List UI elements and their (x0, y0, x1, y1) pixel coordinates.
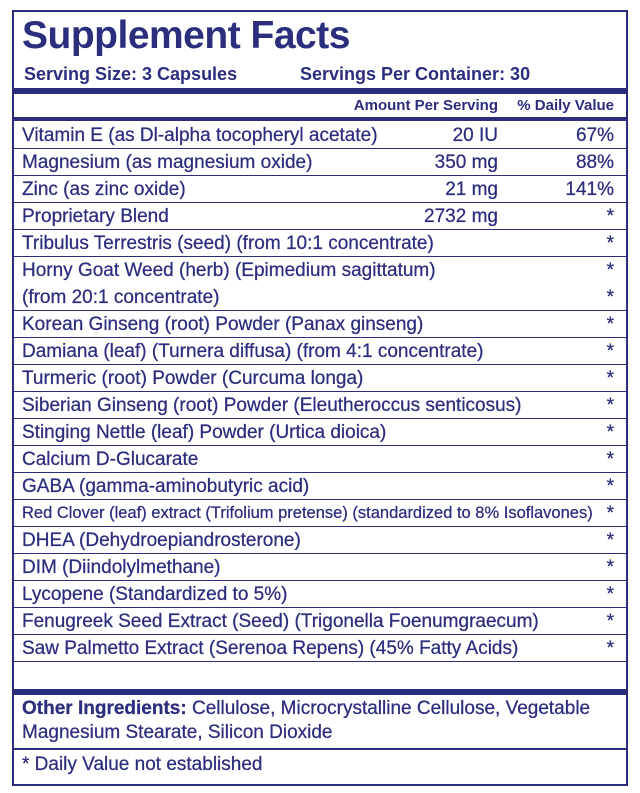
daily-value: * (606, 503, 614, 524)
nutrient-row: Tribulus Terrestris (seed) (from 10:1 co… (14, 230, 626, 257)
nutrient-name: Saw Palmetto Extract (Serenoa Repens) (4… (22, 638, 519, 659)
daily-value: * (606, 233, 614, 254)
daily-value: * (606, 638, 614, 659)
daily-value: * (606, 557, 614, 578)
nutrient-name: Tribulus Terrestris (seed) (from 10:1 co… (22, 233, 434, 254)
nutrient-row: Magnesium (as magnesium oxide) 350 mg 88% (14, 149, 626, 176)
nutrient-row: Zinc (as zinc oxide) 21 mg 141% (14, 176, 626, 203)
nutrient-name: Proprietary Blend (22, 206, 169, 227)
servings-per-container: Servings Per Container: 30 (300, 64, 531, 84)
daily-value: * (606, 287, 614, 308)
nutrient-row: (from 20:1 concentrate) * (14, 284, 626, 311)
amount: 21 mg (445, 179, 498, 200)
nutrient-name: Korean Ginseng (root) Powder (Panax gins… (22, 314, 424, 335)
nutrient-row: Fenugreek Seed Extract (Seed) (Trigonell… (14, 608, 626, 635)
divider (14, 117, 626, 121)
nutrient-name: Vitamin E (as Dl-alpha tocopheryl acetat… (22, 125, 378, 146)
daily-value: * (606, 422, 614, 443)
daily-value: * (606, 530, 614, 551)
nutrient-row: Siberian Ginseng (root) Powder (Eleuther… (14, 392, 626, 419)
other-label: Other Ingredients: (22, 698, 187, 719)
nutrient-name: DIM (Diindolylmethane) (22, 557, 221, 578)
daily-value: * (606, 206, 614, 227)
amount-header: Amount Per Serving (353, 97, 498, 114)
nutrient-row: Calcium D-Glucarate * (14, 446, 626, 473)
daily-value: * (606, 368, 614, 389)
nutrient-row: Vitamin E (as Dl-alpha tocopheryl acetat… (14, 122, 626, 149)
nutrient-row: DHEA (Dehydroepiandrosterone) * (14, 527, 626, 554)
nutrient-row: DIM (Diindolylmethane) * (14, 554, 626, 581)
nutrient-name: DHEA (Dehydroepiandrosterone) (22, 530, 301, 551)
footnote: * Daily Value not established (22, 754, 263, 775)
frame (12, 10, 628, 786)
nutrient-row: Horny Goat Weed (herb) (Epimedium sagitt… (14, 257, 626, 284)
divider (14, 689, 626, 695)
amount: 2732 mg (424, 206, 498, 227)
daily-value: 88% (575, 152, 614, 173)
daily-value: 141% (565, 179, 614, 200)
other-ingredients: Other Ingredients: Cellulose, Microcryst… (22, 698, 590, 720)
nutrient-name: Zinc (as zinc oxide) (22, 179, 186, 200)
divider (14, 88, 626, 94)
divider (14, 748, 626, 750)
nutrient-row: Saw Palmetto Extract (Serenoa Repens) (4… (14, 635, 626, 662)
nutrient-row: GABA (gamma-aminobutyric acid) * (14, 473, 626, 500)
amount: 350 mg (434, 152, 498, 173)
nutrient-name: Lycopene (Standardized to 5%) (22, 584, 288, 605)
nutrient-row: Red Clover (leaf) extract (Trifolium pre… (14, 500, 626, 527)
daily-value: * (606, 260, 614, 281)
nutrient-row: Proprietary Blend 2732 mg * (14, 203, 626, 230)
daily-value: * (606, 449, 614, 470)
daily-value: 67% (575, 125, 614, 146)
nutrient-name: Damiana (leaf) (Turnera diffusa) (from 4… (22, 341, 484, 362)
nutrient-row: Lycopene (Standardized to 5%) * (14, 581, 626, 608)
nutrient-row: Turmeric (root) Powder (Curcuma longa) * (14, 365, 626, 392)
nutrient-name: Red Clover (leaf) extract (Trifolium pre… (22, 504, 593, 523)
daily-value-header: % Daily Value (517, 97, 614, 114)
other-text: Cellulose, Microcrystalline Cellulose, V… (191, 698, 591, 719)
nutrient-name: GABA (gamma-aminobutyric acid) (22, 476, 310, 497)
nutrient-name: Siberian Ginseng (root) Powder (Eleuther… (22, 395, 522, 416)
nutrient-name: Turmeric (root) Powder (Curcuma longa) (22, 368, 364, 389)
nutrient-name: Stinging Nettle (leaf) Powder (Urtica di… (22, 422, 387, 443)
nutrient-row: Korean Ginseng (root) Powder (Panax gins… (14, 311, 626, 338)
other-ingredients-cont: Magnesium Stearate, Silicon Dioxide (22, 722, 333, 743)
daily-value: * (606, 584, 614, 605)
daily-value: * (606, 341, 614, 362)
nutrient-row: Stinging Nettle (leaf) Powder (Urtica di… (14, 419, 626, 446)
nutrient-name: (from 20:1 concentrate) (22, 287, 220, 308)
nutrient-name: Magnesium (as magnesium oxide) (22, 152, 313, 173)
daily-value: * (606, 476, 614, 497)
nutrient-name: Calcium D-Glucarate (22, 449, 199, 470)
daily-value: * (606, 314, 614, 335)
nutrient-name: Fenugreek Seed Extract (Seed) (Trigonell… (22, 611, 539, 632)
nutrient-name: Horny Goat Weed (herb) (Epimedium sagitt… (22, 260, 436, 281)
daily-value: * (606, 395, 614, 416)
daily-value: * (606, 611, 614, 632)
amount: 20 IU (452, 125, 498, 146)
title: Supplement Facts (22, 14, 350, 57)
nutrient-row: Damiana (leaf) (Turnera diffusa) (from 4… (14, 338, 626, 365)
serving-size: Serving Size: 3 Capsules (24, 64, 238, 84)
